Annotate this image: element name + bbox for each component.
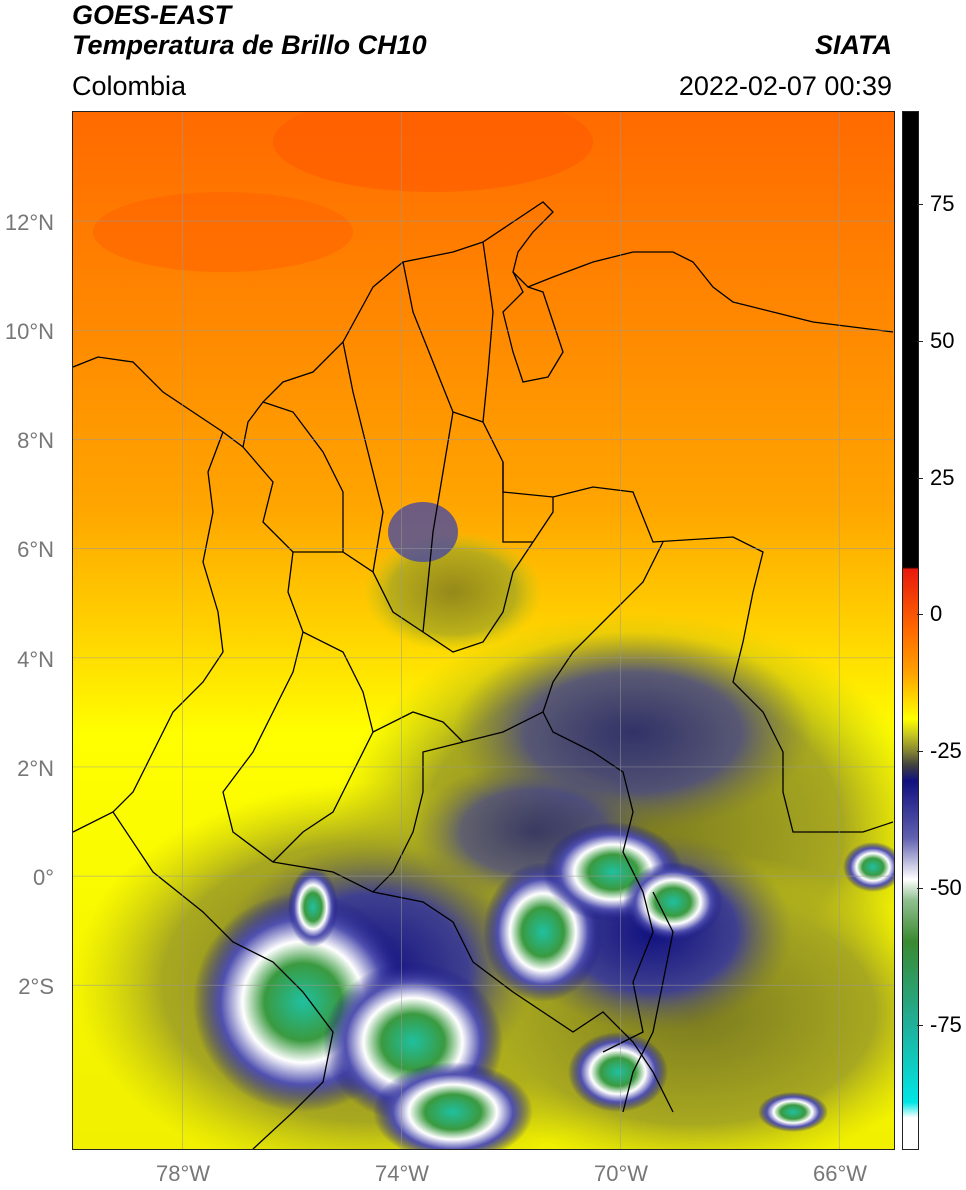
colorbar-tick xyxy=(917,888,923,889)
title-satellite: GOES-EAST xyxy=(72,0,232,30)
lat-label-4n: 4°N xyxy=(17,647,54,672)
colorbar-label-minus25: -25 xyxy=(930,738,962,763)
satellite-map[interactable] xyxy=(72,111,895,1150)
colorbar-tick xyxy=(917,341,923,342)
lat-label-10n: 10°N xyxy=(4,319,54,344)
lat-label-equator: 0° xyxy=(32,865,54,890)
colorbar-tick xyxy=(917,478,923,479)
lat-label-2s: 2°S xyxy=(18,974,54,999)
colorbar xyxy=(902,111,919,1150)
brightness-temperature-field xyxy=(73,112,894,1149)
colorbar-gradient xyxy=(903,112,918,1149)
lon-label-74w: 74°W xyxy=(374,1161,430,1186)
lon-label-78w: 78°W xyxy=(155,1161,211,1186)
agency-label: SIATA xyxy=(815,30,892,60)
colorbar-label-25: 25 xyxy=(930,465,955,490)
lat-label-12n: 12°N xyxy=(4,210,54,235)
colorbar-label-50: 50 xyxy=(930,328,955,353)
colorbar-tick xyxy=(917,1025,923,1026)
colorbar-label-minus50: -50 xyxy=(930,875,962,900)
graticule xyxy=(73,112,894,1149)
lat-label-6n: 6°N xyxy=(17,537,54,562)
lat-label-2n: 2°N xyxy=(17,756,54,781)
colorbar-tick xyxy=(917,614,923,615)
lon-label-66w: 66°W xyxy=(812,1161,868,1186)
timestamp: 2022-02-07 00:39 xyxy=(678,71,892,101)
colorbar-label-minus75: -75 xyxy=(930,1012,962,1037)
lon-label-70w: 70°W xyxy=(593,1161,649,1186)
colorbar-label-0: 0 xyxy=(930,601,943,626)
title-product: Temperatura de Brillo CH10 xyxy=(72,30,427,60)
subtitle-region: Colombia xyxy=(72,71,187,101)
colorbar-tick xyxy=(917,204,923,205)
colorbar-label-75: 75 xyxy=(930,191,955,216)
lat-label-8n: 8°N xyxy=(17,428,54,453)
colorbar-tick xyxy=(917,751,923,752)
